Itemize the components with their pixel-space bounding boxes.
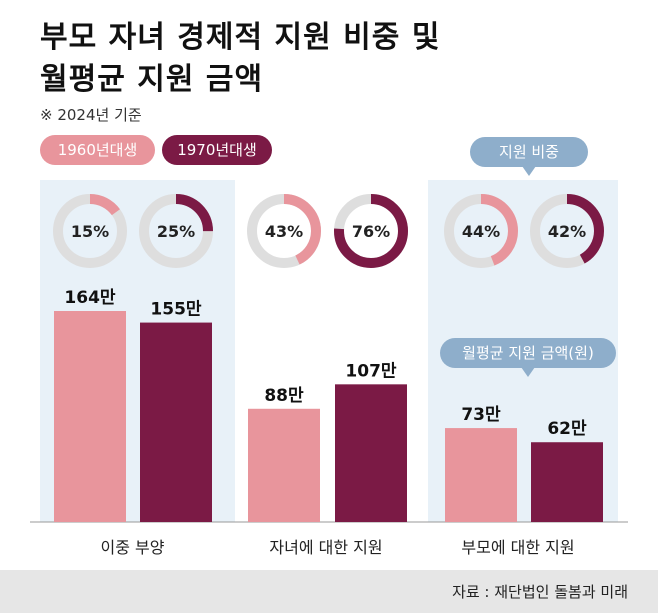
donut-value-label-1-1: 15%: [71, 222, 109, 241]
legend-1970s: 1970년대생: [162, 135, 272, 165]
chart-title-line-2: 월평균 지원 금액: [40, 62, 264, 97]
donut-value-label-2-1: 43%: [265, 222, 303, 241]
bar-value-label-2-2: 107만: [345, 361, 396, 381]
donut-value-label-1-2: 25%: [157, 222, 195, 241]
bar-1-2: [140, 322, 212, 522]
callout-support-share: 지원 비중: [470, 137, 588, 176]
callout-monthly-amount: 월평균 지원 금액(원): [440, 338, 616, 377]
bar-3-1: [445, 428, 517, 522]
donut-value-label-2-2: 76%: [352, 222, 390, 241]
source-footer: 자료 : 재단법인 돌봄과 미래: [0, 570, 658, 613]
donut-value-label-3-2: 42%: [548, 222, 586, 241]
bar-value-label-1-1: 164만: [64, 288, 115, 308]
donut-value-label-3-1: 44%: [462, 222, 500, 241]
source-text: 자료 : 재단법인 돌봄과 미래: [452, 583, 628, 601]
chart-svg: 164만 15% 155만 25% 이중 부양 88만 43% 107만 76% 자녀에 대한 지…: [30, 180, 628, 557]
donut-arc-2-1: [247, 194, 321, 268]
category-label-3: 부모에 대한 지원: [461, 538, 574, 557]
chart-title-line-1: 부모 자녀 경제적 지원 비중 및: [40, 20, 441, 55]
bar-3-2: [531, 442, 603, 522]
bar-value-label-3-1: 73만: [461, 405, 501, 425]
donut-arc-3-2: [530, 194, 604, 268]
donut-arc-1-2: [139, 194, 213, 268]
bar-2-2: [335, 384, 407, 522]
bar-2-1: [248, 408, 320, 522]
category-label-2: 자녀에 대한 지원: [269, 538, 382, 557]
donut-arc-3-1: [444, 194, 518, 268]
bar-value-label-2-1: 88만: [264, 386, 304, 406]
donut-arc-2-2: [334, 194, 408, 268]
bar-value-label-3-2: 62만: [547, 419, 587, 439]
legend-1960s: 1960년대생: [40, 135, 155, 165]
bar-1-1: [54, 311, 126, 522]
category-label-1: 이중 부양: [101, 538, 165, 557]
bar-value-label-1-2: 155만: [150, 300, 201, 320]
baseline-note: ※ 2024년 기준: [40, 106, 142, 124]
donut-arc-1-1: [53, 194, 127, 268]
